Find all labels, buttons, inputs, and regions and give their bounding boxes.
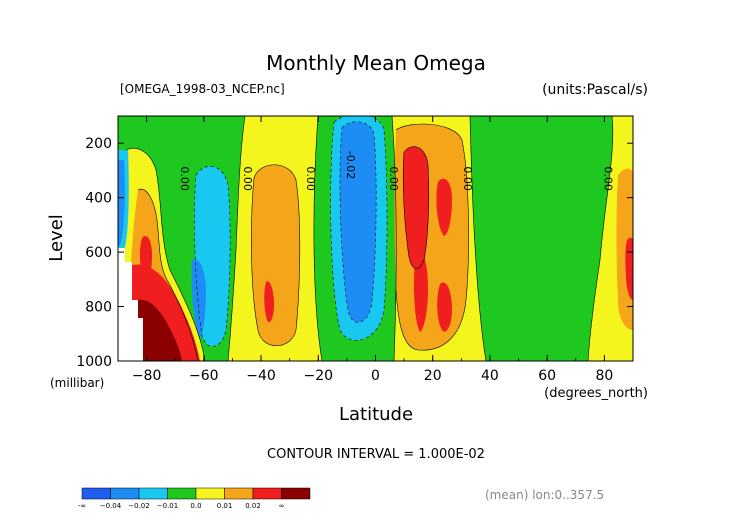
- legend-label: ∞: [279, 502, 285, 510]
- legend-label: −0.01: [157, 502, 178, 510]
- x-tick-label: 20: [424, 368, 442, 384]
- red-region-north-deep: [437, 282, 452, 332]
- contour-interval-text: CONTOUR INTERVAL = 1.000E-02: [267, 447, 485, 462]
- x-tick-label: −80: [132, 368, 162, 384]
- y-tick-label: 600: [85, 245, 112, 261]
- y-axis-label: Level: [46, 214, 67, 262]
- legend-label: −0.04: [100, 502, 122, 510]
- negative-contour-lines: [194, 116, 388, 347]
- legend-label: −0.02: [128, 502, 149, 510]
- color-legend: -∞ −0.04 −0.02 −0.01 0.0 0.01 0.02 ∞: [78, 487, 311, 510]
- contour-label: -0.02: [344, 151, 357, 179]
- red-region-north-east: [436, 178, 452, 236]
- contour-lines: [125, 116, 614, 361]
- legend-label: -∞: [78, 502, 86, 510]
- darkred-region-antarctic: [138, 299, 182, 361]
- legend-label: 0.0: [190, 502, 201, 510]
- x-axis-label: Latitude: [339, 404, 413, 425]
- orange-region-south-mid: [251, 164, 300, 346]
- plot-area: 0.00 0.00 0.00 -0.02 0.00 0.00 0.00: [118, 116, 633, 361]
- y-tick-label: 800: [85, 300, 112, 316]
- x-tick-label: 60: [538, 368, 556, 384]
- legend-label: 0.01: [217, 502, 233, 510]
- mean-note: (mean) lon:0..357.5: [485, 488, 604, 502]
- terrain-mask: [118, 248, 143, 361]
- red-region-north-upper: [403, 146, 429, 269]
- y-tick-label: 400: [85, 191, 112, 207]
- x-tick-label: 80: [595, 368, 613, 384]
- units-label: (units:Pascal/s): [542, 82, 648, 98]
- contour-label: 0.00: [387, 166, 400, 191]
- red-region-right-edge: [625, 237, 633, 300]
- x-tick-label: −20: [304, 368, 334, 384]
- legend-swatch: [110, 487, 140, 500]
- y-unit-label: (millibar): [50, 376, 104, 390]
- contour-label: 0.00: [304, 166, 317, 191]
- legend-swatch: [138, 487, 168, 500]
- red-region-south-mid: [264, 281, 274, 323]
- legend-label: 0.02: [245, 502, 261, 510]
- legend-swatch: [195, 487, 225, 500]
- blue-region-west-edge: [118, 160, 125, 245]
- chart-title: Monthly Mean Omega: [266, 51, 486, 75]
- red-region-north-lower: [413, 249, 428, 332]
- x-axis-ticks: −80 −60 −40 −20 0 20 40 60 80: [117, 116, 634, 384]
- blue-region-equator: [340, 121, 377, 323]
- file-label: [OMEGA_1998-03_NCEP.nc]: [120, 82, 285, 96]
- y-axis-ticks: 200 400 600 800 1000: [76, 136, 633, 370]
- contour-label: 0.00: [461, 166, 474, 191]
- contour-labels: 0.00 0.00 0.00 -0.02 0.00 0.00 0.00: [178, 151, 614, 191]
- y-tick-label: 1000: [76, 354, 112, 370]
- green-region-right: [470, 116, 613, 361]
- x-tick-label: −60: [189, 368, 219, 384]
- legend-swatch: [224, 487, 254, 500]
- x-tick-label: −40: [246, 368, 276, 384]
- x-tick-label: 40: [481, 368, 499, 384]
- contour-label: 0.00: [601, 166, 614, 191]
- legend-swatch: [167, 487, 197, 500]
- contour-label: 0.00: [241, 166, 254, 191]
- blue-region-south: [191, 259, 206, 340]
- legend-swatch: [281, 487, 311, 500]
- contour-label: 0.00: [178, 166, 191, 191]
- legend-swatch: [252, 487, 282, 500]
- y-tick-label: 200: [85, 136, 112, 152]
- legend-swatch: [81, 487, 111, 500]
- x-unit-label: (degrees_north): [544, 386, 648, 401]
- x-tick-label: 0: [371, 368, 380, 384]
